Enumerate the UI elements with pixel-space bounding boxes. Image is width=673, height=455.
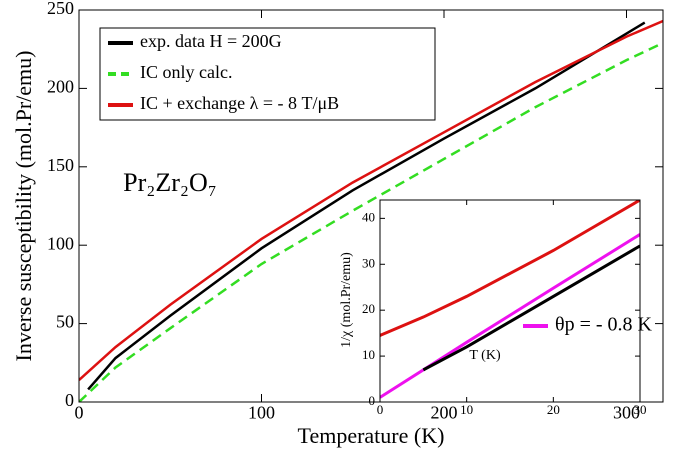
legend-label: exp. data H = 200G: [140, 31, 282, 51]
legend-box: [99, 27, 436, 121]
y-tick-label: 250: [47, 0, 74, 18]
y-tick-label: 40: [362, 209, 375, 224]
legend-label: IC + exchange λ = - 8 T/μB: [140, 93, 339, 113]
x-tick-label: 0: [377, 402, 384, 417]
series-line: [79, 19, 663, 381]
legend-label: θp = - 0.8 K: [555, 314, 653, 336]
plot-frame: [379, 199, 641, 403]
x-tick-label: 100: [248, 403, 275, 423]
x-tick-label: 20: [547, 402, 560, 417]
y-tick-label: 30: [362, 255, 375, 270]
x-tick-label: 200: [431, 403, 458, 423]
series-group: [79, 19, 663, 402]
y-tick-label: 20: [362, 301, 375, 316]
x-tick-label: 10: [460, 402, 473, 417]
y-tick-label: 0: [369, 393, 376, 408]
y-axis-label: 1/χ (mol.Pr/emu): [339, 252, 354, 348]
plot-frame: [78, 9, 664, 403]
series-line: [422, 244, 640, 372]
x-axis-label: T (K): [469, 348, 501, 363]
x-tick-label: 30: [634, 402, 647, 417]
y-tick-label: 100: [47, 233, 74, 253]
series-line: [380, 200, 640, 337]
y-axis-label: Inverse susceptibility (mol.Pr/emu): [11, 51, 36, 362]
y-tick-label: 50: [56, 312, 74, 332]
y-tick-label: 10: [362, 347, 375, 362]
series-group: [380, 200, 640, 399]
y-tick-label: 0: [65, 390, 74, 410]
annotation: Pr₂Zr₂O₇: [123, 168, 217, 197]
series-line: [79, 41, 663, 402]
y-tick-label: 200: [47, 77, 74, 97]
legend-label: IC only calc.: [140, 62, 232, 82]
x-axis-label: Temperature (K): [298, 423, 445, 448]
x-tick-label: 300: [613, 403, 640, 423]
x-tick-label: 0: [75, 403, 84, 423]
y-tick-label: 150: [47, 155, 74, 175]
